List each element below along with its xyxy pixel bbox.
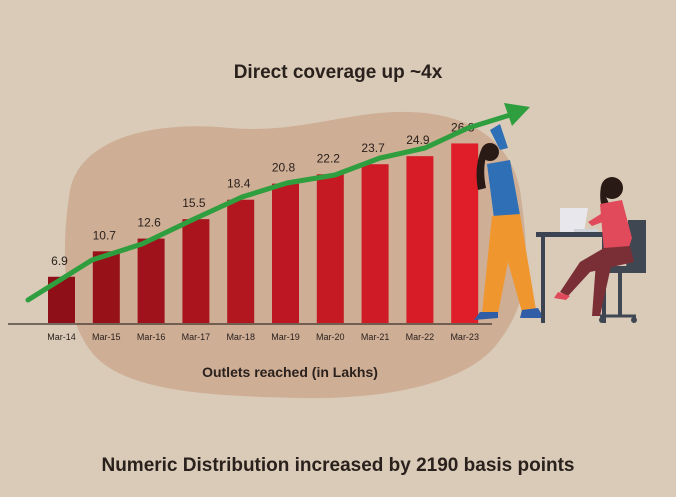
x-tick-label: Mar-21 bbox=[361, 332, 390, 342]
trend-arrow-line bbox=[25, 112, 513, 303]
x-axis-label: Outlets reached (in Lakhs) bbox=[202, 364, 378, 380]
footer-text: Numeric Distribution increased by 2190 b… bbox=[101, 455, 575, 476]
bar-mar-17 bbox=[182, 219, 210, 323]
bar-mar-21 bbox=[361, 164, 389, 323]
data-label: 24.9 bbox=[406, 133, 430, 147]
data-label: 22.2 bbox=[317, 151, 341, 165]
woman-pushing-bar-icon bbox=[474, 124, 544, 320]
data-label: 10.7 bbox=[93, 228, 117, 242]
trend-arrow-head-icon bbox=[504, 103, 530, 126]
x-tick-label: Mar-17 bbox=[182, 332, 211, 342]
x-tick-label: Mar-20 bbox=[316, 332, 345, 342]
x-tick-label: Mar-16 bbox=[137, 332, 166, 342]
data-label: 18.4 bbox=[227, 177, 251, 191]
x-tick-labels: Mar-14 Mar-15 Mar-16 Mar-17 Mar-18 Mar-19 Mar-… bbox=[47, 332, 479, 342]
data-label: 6.9 bbox=[51, 254, 68, 268]
x-tick-label: Mar-22 bbox=[406, 332, 435, 342]
bars-group bbox=[48, 143, 479, 323]
bar-mar-15 bbox=[92, 251, 120, 323]
x-tick-label: Mar-19 bbox=[271, 332, 300, 342]
data-labels: 6.910.712.615.518.420.822.223.724.926.8 bbox=[51, 120, 475, 267]
data-label: 12.6 bbox=[137, 216, 161, 230]
x-tick-label: Mar-15 bbox=[92, 332, 121, 342]
chart-title: Direct coverage up ~4x bbox=[233, 62, 443, 83]
bar-mar-22 bbox=[406, 156, 434, 323]
bar-mar-20 bbox=[316, 174, 344, 323]
bar-mar-19 bbox=[272, 183, 299, 323]
data-label: 23.7 bbox=[361, 141, 385, 155]
bar-mar-23 bbox=[451, 143, 479, 323]
bar-mar-16 bbox=[137, 238, 165, 323]
data-label: 15.5 bbox=[182, 196, 206, 210]
x-tick-label: Mar-23 bbox=[450, 332, 479, 342]
data-label: 20.8 bbox=[272, 161, 296, 175]
x-tick-label: Mar-18 bbox=[226, 332, 255, 342]
bar-mar-18 bbox=[227, 199, 255, 323]
x-tick-label: Mar-14 bbox=[47, 332, 76, 342]
woman-at-laptop-icon bbox=[536, 177, 646, 323]
